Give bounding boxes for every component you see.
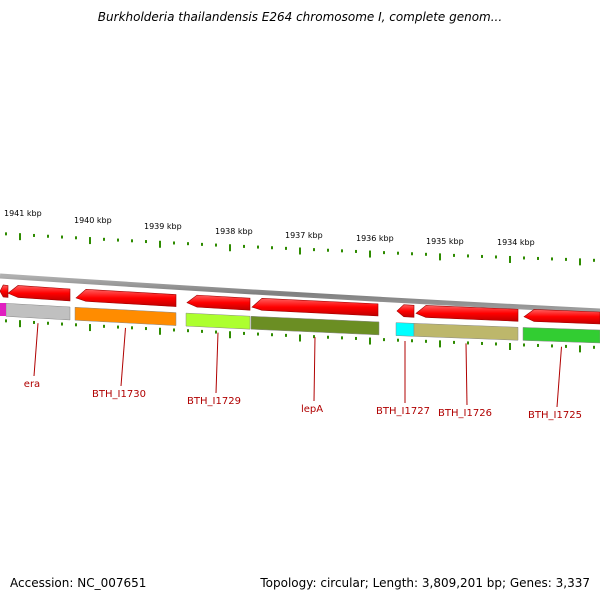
gene-feature (522, 327, 600, 344)
gene-label: BTH_I1725 (528, 410, 582, 421)
cds-arrow (75, 288, 177, 307)
cds-arrow (186, 294, 251, 311)
cds-arrow (0, 284, 9, 298)
gene-features (0, 303, 600, 344)
gene-leader-line (313, 337, 316, 402)
gene-label: era (24, 379, 40, 390)
gene-feature (5, 303, 71, 321)
cds-arrow (396, 304, 415, 318)
gene-label: BTH_I1730 (92, 389, 146, 400)
genome-backbone (0, 273, 600, 314)
gene-label: BTH_I1727 (376, 406, 430, 417)
tick-label: 1937 kbp (285, 231, 323, 240)
map-title: Burkholderia thailandensis E264 chromoso… (97, 10, 503, 24)
scale-ticks (5, 232, 595, 353)
accession-text: Accession: NC_007651 (10, 576, 147, 590)
tick-label: 1934 kbp (497, 238, 535, 247)
gene-feature (185, 312, 251, 330)
gene-leader-line (120, 327, 126, 387)
cds-arrow (523, 309, 600, 325)
tick-label: 1938 kbp (215, 227, 253, 236)
cds-arrow (251, 297, 379, 317)
tick-label: 1939 kbp (144, 222, 182, 231)
gene-leader-line (556, 346, 562, 408)
cds-arrows (0, 284, 600, 325)
gene-feature (74, 306, 177, 326)
gene-leader-line (215, 332, 219, 394)
tick-label: 1935 kbp (426, 237, 464, 246)
tick-label: 1936 kbp (356, 234, 394, 243)
gene-leader-line (33, 323, 39, 377)
gene-feature (413, 323, 519, 341)
gene-fragment (0, 303, 6, 316)
tick-label: 1941 kbp (4, 209, 42, 218)
gene-label: lepA (301, 404, 323, 415)
gene-labels: era BTH_I1730 BTH_I1729 lepA BTH_I1727 BTH_I1… (24, 323, 582, 421)
cds-arrow (7, 285, 71, 302)
genome-summary: Topology: circular; Length: 3,809,201 bp… (260, 576, 590, 590)
gene-feature (395, 322, 415, 337)
scale-tick-labels: 1941 kbp 1940 kbp 1939 kbp 1938 kbp 1937 kbp… (4, 209, 535, 247)
gene-label: BTH_I1729 (187, 396, 241, 407)
gene-leader-line (465, 343, 468, 406)
gene-feature (250, 315, 380, 336)
cds-arrow (415, 305, 519, 322)
tick-label: 1940 kbp (74, 216, 112, 225)
gene-label: BTH_I1726 (438, 408, 492, 419)
